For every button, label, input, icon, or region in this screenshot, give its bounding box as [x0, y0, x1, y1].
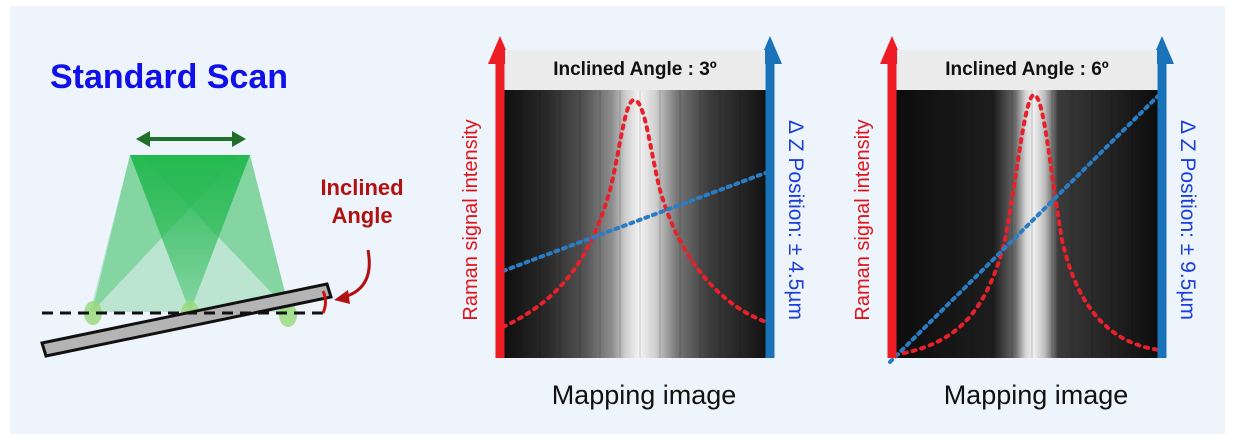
panel-1-title: Inclined Angle : 3º	[505, 50, 765, 90]
mapping-panel-2	[880, 36, 1174, 364]
curved-pointer-arrow	[343, 249, 371, 299]
panel-2-caption: Mapping image	[943, 380, 1129, 410]
inclined-label-line: Angle	[331, 203, 393, 228]
laser-beam-icon	[84, 155, 297, 327]
z-position-line	[501, 170, 770, 273]
angle-mark	[321, 290, 327, 314]
z-position-line	[888, 92, 1162, 364]
pixel-grid	[911, 90, 1133, 358]
inclined-label-line: Inclined	[320, 175, 404, 200]
inclined-angle-label: Inclined Angle	[282, 174, 442, 230]
panel-1-right-axis-label: Δ Z Position: ± 4.5µm	[784, 120, 807, 320]
pointer-arrow-head	[334, 290, 350, 304]
raman-intensity-curve	[893, 92, 1162, 357]
panel-1-left-axis-label: Raman signal intensity	[460, 119, 482, 321]
double-arrow-icon	[136, 131, 246, 147]
tilted-sample-icon	[40, 282, 333, 358]
panel-2-right-axis-label: Δ Z Position: ± 9.5µm	[1176, 120, 1199, 320]
page-title: Standard Scan	[50, 58, 289, 96]
mapping-panel-1	[488, 36, 782, 358]
raman-intensity-curve	[501, 97, 768, 329]
panel-1-caption: Mapping image	[551, 380, 737, 410]
panel-2-left-axis-label: Raman signal intensity	[852, 119, 874, 321]
scan-illustration	[40, 131, 371, 358]
panel-2-title: Inclined Angle : 6º	[897, 50, 1157, 90]
